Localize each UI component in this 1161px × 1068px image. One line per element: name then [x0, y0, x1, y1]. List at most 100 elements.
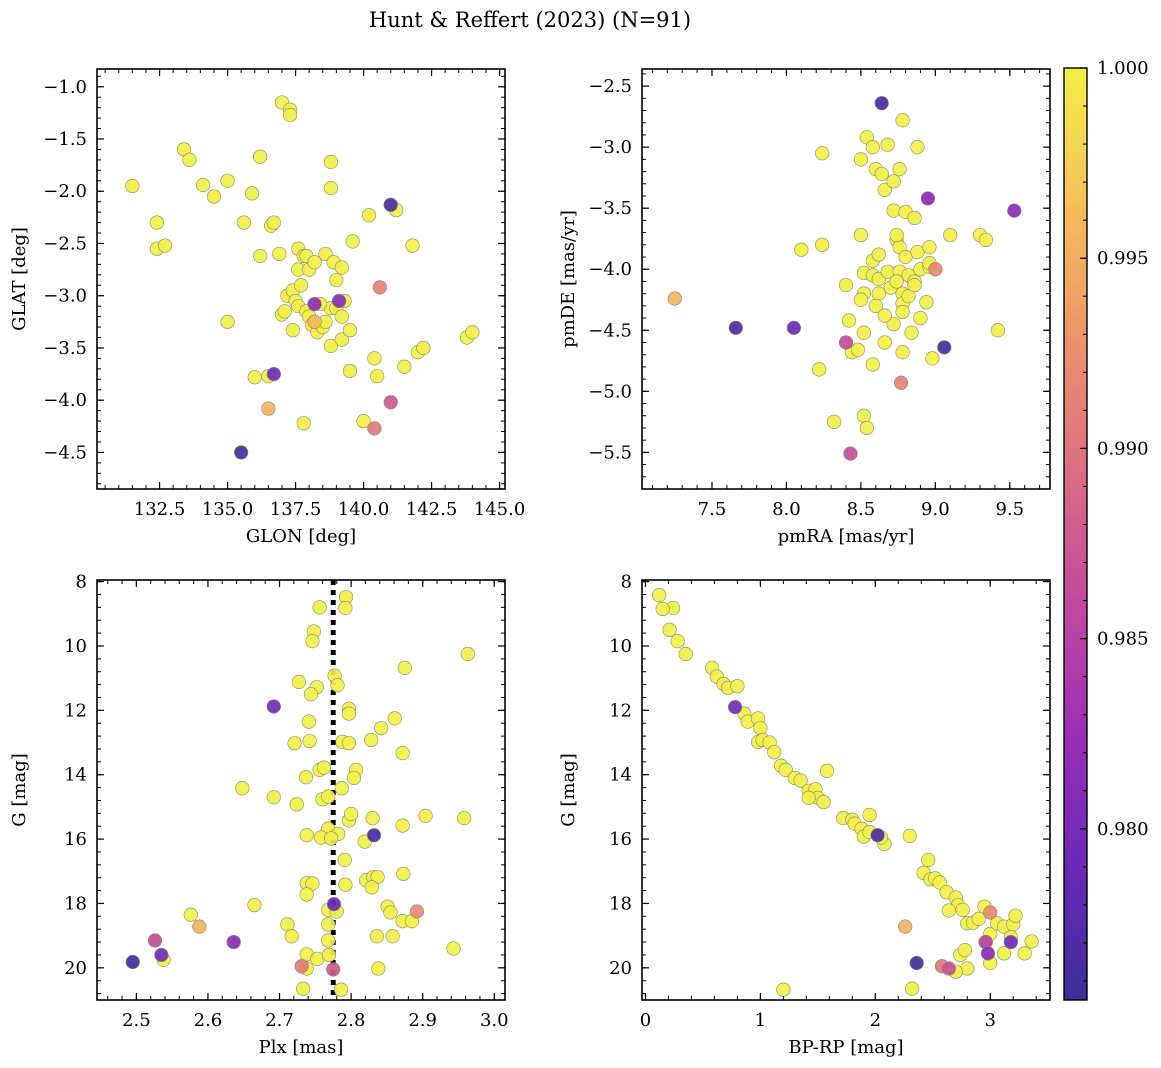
y-axis-label: G [mag]: [9, 753, 30, 826]
data-point: [235, 781, 250, 796]
axes-frame: [96, 579, 506, 1001]
data-point: [886, 317, 901, 332]
data-point: [154, 947, 169, 963]
data-point: [921, 852, 936, 868]
data-point: [655, 601, 670, 617]
data-point: [334, 332, 349, 347]
data-point: [261, 401, 276, 416]
data-point: [856, 325, 871, 340]
data-point: [364, 732, 379, 748]
data-point: [971, 911, 986, 926]
data-point: [338, 600, 353, 616]
data-point: [266, 215, 281, 230]
y-tick-label: 8: [621, 572, 632, 593]
data-point: [323, 181, 339, 196]
y-tick-label: −3.0: [43, 286, 87, 307]
data-point: [910, 140, 925, 155]
data-point: [366, 828, 382, 843]
data-point: [943, 227, 958, 243]
y-tick-label: −3.5: [588, 198, 632, 219]
data-point: [727, 700, 743, 715]
x-tick-label: 2: [870, 1010, 881, 1031]
data-point: [244, 186, 260, 201]
x-tick-label: 3.0: [480, 1010, 509, 1031]
data-point: [898, 919, 913, 934]
data-point: [776, 982, 791, 997]
data-point: [157, 238, 173, 253]
x-tick-label: 8.0: [772, 499, 801, 520]
data-point: [901, 288, 916, 304]
data-point: [786, 320, 801, 335]
data-point: [728, 320, 743, 335]
data-point: [996, 946, 1012, 961]
data-point: [907, 210, 922, 226]
x-tick-label: 2.8: [337, 1010, 366, 1031]
data-point: [220, 314, 235, 329]
data-point: [341, 706, 357, 721]
data-point: [334, 260, 349, 275]
y-tick-label: −2.5: [588, 76, 632, 97]
data-point: [880, 137, 895, 152]
data-point: [895, 345, 910, 360]
data-point: [877, 335, 892, 350]
data-point: [280, 917, 295, 932]
data-point: [301, 714, 316, 729]
data-point: [326, 896, 342, 912]
data-point: [877, 182, 892, 197]
data-point: [859, 420, 874, 436]
data-point: [816, 794, 831, 810]
y-tick-label: −4.0: [588, 259, 632, 280]
data-point: [364, 880, 379, 895]
data-point: [865, 357, 880, 372]
data-point: [367, 421, 382, 436]
data-point: [374, 720, 389, 736]
data-point: [299, 887, 314, 902]
data-point: [955, 902, 970, 917]
data-point: [853, 227, 868, 243]
data-point: [886, 203, 901, 218]
data-point: [285, 323, 300, 338]
data-point: [383, 905, 398, 920]
data-point: [925, 351, 940, 366]
data-point: [302, 733, 317, 749]
data-point: [870, 828, 885, 843]
data-point: [898, 249, 913, 265]
y-tick-label: −1.5: [43, 129, 87, 150]
data-point: [889, 227, 904, 243]
x-axis-label: pmRA [mas/yr]: [778, 526, 915, 547]
data-point: [387, 711, 402, 726]
data-point: [889, 274, 904, 289]
data-point: [323, 338, 339, 353]
data-point: [850, 342, 866, 357]
data-point: [272, 246, 287, 262]
data-point: [652, 588, 667, 603]
axes-frame: [96, 68, 506, 490]
data-point: [293, 278, 309, 293]
data-point: [978, 232, 994, 248]
data-point: [416, 340, 431, 356]
data-point: [753, 720, 768, 736]
x-tick-label: 9.5: [995, 499, 1024, 520]
data-point: [904, 981, 920, 996]
data-point: [338, 877, 353, 892]
data-point: [841, 313, 857, 328]
x-tick-label: 140.0: [338, 499, 390, 520]
data-point: [815, 146, 830, 161]
data-point: [874, 96, 889, 111]
data-point: [383, 395, 398, 410]
y-tick-label: −4.5: [43, 442, 87, 463]
data-point: [183, 907, 198, 922]
data-point: [284, 929, 299, 944]
data-point: [446, 941, 461, 956]
data-point: [342, 363, 358, 379]
data-point: [329, 272, 344, 288]
y-tick-label: 16: [64, 829, 87, 850]
data-point: [331, 293, 347, 309]
y-tick-label: −3.5: [43, 338, 87, 359]
data-point: [371, 961, 386, 976]
data-point: [853, 292, 868, 307]
data-point: [326, 962, 341, 977]
data-point: [397, 660, 412, 675]
data-point: [316, 760, 332, 775]
data-point: [321, 933, 336, 948]
